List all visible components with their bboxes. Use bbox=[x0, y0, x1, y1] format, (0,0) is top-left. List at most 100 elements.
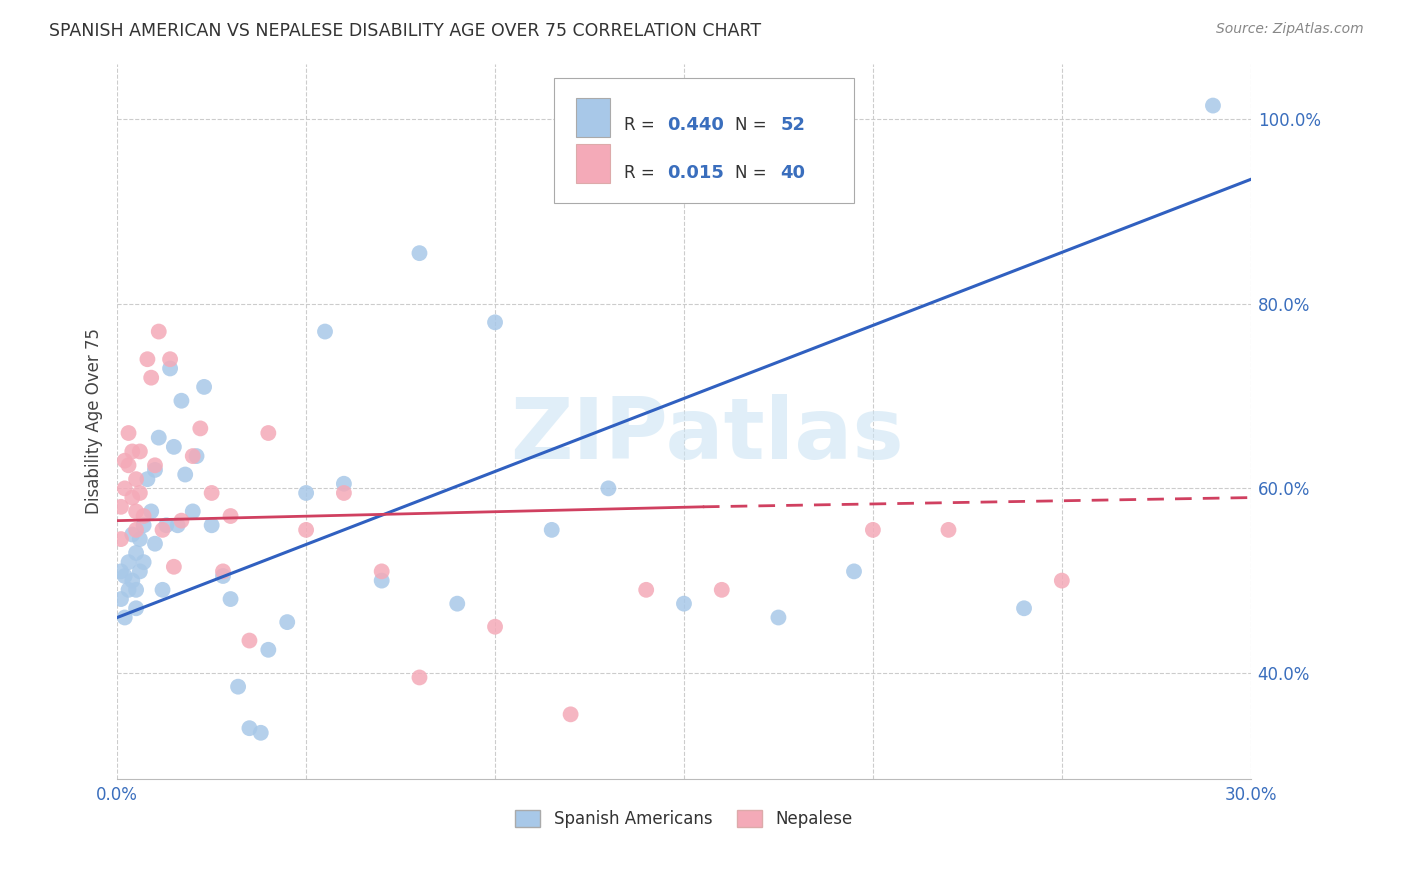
Point bbox=[768, 610, 790, 624]
Point bbox=[128, 565, 150, 579]
Point bbox=[1202, 98, 1225, 112]
Text: 0.015: 0.015 bbox=[666, 164, 724, 182]
Point bbox=[295, 486, 318, 500]
Point bbox=[1012, 601, 1035, 615]
Point bbox=[132, 555, 155, 569]
Point bbox=[636, 582, 658, 597]
Point bbox=[148, 325, 170, 339]
Point bbox=[128, 486, 150, 500]
Point bbox=[163, 559, 186, 574]
Point bbox=[152, 582, 174, 597]
Point bbox=[148, 431, 170, 445]
Point bbox=[446, 597, 468, 611]
Point bbox=[862, 523, 884, 537]
Point bbox=[132, 509, 155, 524]
Point bbox=[155, 518, 177, 533]
Point bbox=[484, 315, 506, 329]
Point bbox=[121, 444, 143, 458]
Point bbox=[181, 449, 204, 463]
Point bbox=[125, 546, 148, 560]
Point bbox=[125, 523, 148, 537]
Point bbox=[117, 555, 139, 569]
Point bbox=[163, 440, 186, 454]
Point bbox=[276, 615, 298, 629]
Point bbox=[226, 680, 249, 694]
Point bbox=[114, 569, 136, 583]
Point bbox=[125, 504, 148, 518]
Point bbox=[219, 509, 242, 524]
Point bbox=[114, 453, 136, 467]
Point bbox=[125, 582, 148, 597]
Text: 52: 52 bbox=[780, 116, 806, 134]
Point bbox=[370, 574, 392, 588]
Point bbox=[598, 481, 620, 495]
Point bbox=[170, 393, 193, 408]
Point bbox=[125, 601, 148, 615]
Y-axis label: Disability Age Over 75: Disability Age Over 75 bbox=[86, 328, 103, 515]
Text: Source: ZipAtlas.com: Source: ZipAtlas.com bbox=[1216, 22, 1364, 37]
Point bbox=[201, 486, 224, 500]
Point bbox=[186, 449, 208, 463]
Point bbox=[181, 504, 204, 518]
Point bbox=[114, 481, 136, 495]
Text: R =: R = bbox=[624, 164, 659, 182]
Point bbox=[110, 500, 132, 514]
Text: ZIPatlas: ZIPatlas bbox=[510, 394, 904, 477]
Point bbox=[117, 458, 139, 473]
Point bbox=[193, 380, 215, 394]
Point bbox=[141, 504, 163, 518]
Point bbox=[170, 514, 193, 528]
Point bbox=[408, 670, 430, 684]
Point bbox=[136, 352, 159, 367]
Text: 40: 40 bbox=[780, 164, 806, 182]
Point bbox=[121, 574, 143, 588]
Point bbox=[219, 592, 242, 607]
Point bbox=[484, 620, 506, 634]
Point bbox=[110, 532, 132, 546]
Point bbox=[117, 582, 139, 597]
Point bbox=[114, 610, 136, 624]
Point bbox=[143, 537, 166, 551]
Point bbox=[560, 707, 582, 722]
Point bbox=[128, 444, 150, 458]
Point bbox=[842, 565, 865, 579]
Point bbox=[212, 569, 235, 583]
Point bbox=[188, 421, 211, 435]
Text: R =: R = bbox=[624, 116, 659, 134]
Point bbox=[136, 472, 159, 486]
Point bbox=[110, 565, 132, 579]
Point bbox=[238, 633, 260, 648]
FancyBboxPatch shape bbox=[576, 145, 610, 184]
Point bbox=[152, 523, 174, 537]
Point bbox=[132, 518, 155, 533]
Point bbox=[212, 565, 235, 579]
Point bbox=[159, 361, 181, 376]
Point bbox=[408, 246, 430, 260]
Point bbox=[143, 463, 166, 477]
Text: 0.440: 0.440 bbox=[666, 116, 724, 134]
Point bbox=[201, 518, 224, 533]
Point bbox=[143, 458, 166, 473]
Point bbox=[257, 642, 280, 657]
Point bbox=[1050, 574, 1073, 588]
Point bbox=[128, 532, 150, 546]
Point bbox=[174, 467, 197, 482]
FancyBboxPatch shape bbox=[576, 97, 610, 137]
Point bbox=[333, 486, 356, 500]
Point bbox=[540, 523, 562, 537]
Point bbox=[121, 527, 143, 541]
Point bbox=[125, 472, 148, 486]
Point bbox=[333, 476, 356, 491]
Point bbox=[249, 726, 271, 740]
Text: SPANISH AMERICAN VS NEPALESE DISABILITY AGE OVER 75 CORRELATION CHART: SPANISH AMERICAN VS NEPALESE DISABILITY … bbox=[49, 22, 761, 40]
Point bbox=[110, 592, 132, 607]
Text: N =: N = bbox=[735, 164, 772, 182]
Point bbox=[117, 425, 139, 440]
Point bbox=[141, 370, 163, 384]
Point bbox=[166, 518, 188, 533]
Point bbox=[672, 597, 695, 611]
Legend: Spanish Americans, Nepalese: Spanish Americans, Nepalese bbox=[509, 804, 859, 835]
Text: N =: N = bbox=[735, 116, 772, 134]
Point bbox=[238, 721, 260, 735]
Point bbox=[159, 352, 181, 367]
